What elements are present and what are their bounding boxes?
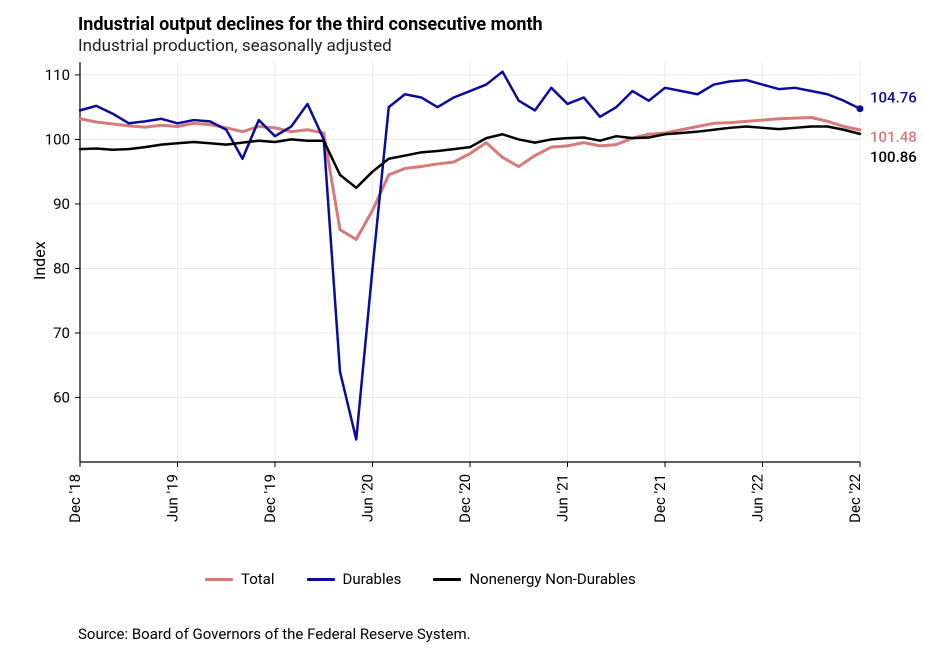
legend-item: Total: [205, 570, 275, 588]
svg-text:60: 60: [53, 388, 70, 406]
svg-text:101.48: 101.48: [870, 128, 917, 146]
svg-text:90: 90: [53, 195, 70, 213]
legend-swatch: [307, 578, 335, 581]
source-text: Source: Board of Governors of the Federa…: [78, 625, 471, 643]
legend-label: Nonenergy Non-Durables: [469, 570, 635, 588]
svg-text:Jun '20: Jun '20: [359, 474, 377, 522]
legend-item: Durables: [307, 570, 402, 588]
legend-label: Durables: [343, 570, 402, 588]
svg-text:104.76: 104.76: [870, 89, 917, 107]
svg-text:80: 80: [53, 259, 70, 277]
svg-text:70: 70: [53, 324, 70, 342]
chart-container: Industrial output declines for the third…: [0, 0, 936, 652]
svg-text:100: 100: [45, 130, 70, 148]
svg-text:100.86: 100.86: [870, 148, 917, 166]
legend-swatch: [433, 578, 461, 581]
legend-swatch: [205, 578, 233, 581]
svg-text:Jun '22: Jun '22: [749, 474, 767, 522]
svg-text:Dec '20: Dec '20: [456, 474, 474, 523]
svg-text:Jun '19: Jun '19: [164, 474, 182, 522]
legend-label: Total: [241, 570, 275, 588]
svg-text:110: 110: [45, 66, 70, 84]
svg-text:Dec '18: Dec '18: [66, 474, 84, 523]
svg-text:Jun '21: Jun '21: [554, 474, 572, 522]
chart-plot: 60 70 80 90 100 110 Dec '18 Jun '19 Dec '19 Jun '…: [0, 0, 936, 652]
legend-item: Nonenergy Non-Durables: [433, 570, 635, 588]
svg-text:Dec '19: Dec '19: [261, 474, 279, 523]
svg-text:Dec '21: Dec '21: [651, 474, 669, 523]
svg-text:Dec '22: Dec '22: [846, 474, 864, 523]
legend: Total Durables Nonenergy Non-Durables: [205, 570, 636, 588]
